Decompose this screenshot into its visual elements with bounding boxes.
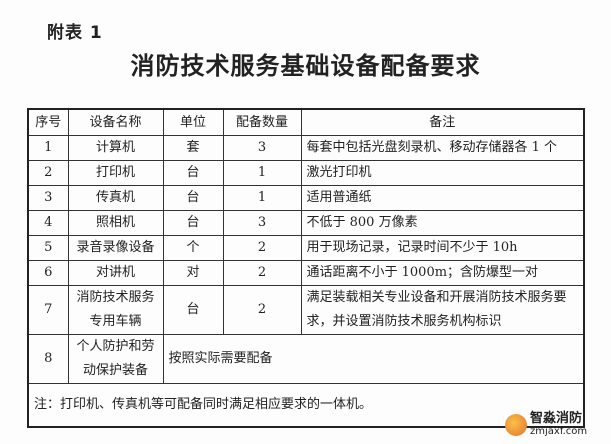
cell-qty: 2 — [222, 235, 302, 261]
table-row: 5 录音录像设备 个 2 用于现场记录，记录时间不少于 10h — [27, 235, 585, 261]
table-row: 8 个人防护和劳动保护装备 按照实际需要配备 — [27, 334, 585, 384]
cell-qty: 2 — [222, 285, 302, 335]
cell-qty: 3 — [222, 210, 302, 236]
cell-name: 计算机 — [67, 135, 164, 161]
equipment-table: 序号 设备名称 单位 配备数量 备注 1 计算机 套 3 每套中包括光盘刻录机、… — [27, 108, 585, 428]
cell-unit: 个 — [162, 235, 224, 261]
cell-qty: 3 — [222, 135, 302, 161]
table-note: 注：打印机、传真机等可配备同时满足相应要求的一体机。 — [27, 383, 585, 428]
appendix-label: 附表 1 — [47, 23, 103, 43]
header-remark: 备注 — [300, 108, 585, 136]
cell-name: 照相机 — [67, 210, 164, 236]
header-qty: 配备数量 — [222, 108, 302, 136]
table-row: 1 计算机 套 3 每套中包括光盘刻录机、移动存储器各 1 个 — [27, 135, 585, 161]
cell-unit: 台 — [162, 285, 224, 335]
watermark-name: 智淼消防 — [530, 411, 583, 426]
cell-remark: 不低于 800 万像素 — [300, 210, 585, 236]
table-row: 4 照相机 台 3 不低于 800 万像素 — [27, 210, 585, 236]
cell-no: 1 — [27, 135, 69, 161]
cell-name: 个人防护和劳动保护装备 — [67, 334, 164, 384]
header-no: 序号 — [27, 108, 69, 136]
cell-qty: 2 — [222, 260, 302, 286]
table-row: 2 打印机 台 1 激光打印机 — [27, 160, 585, 186]
cell-no: 7 — [27, 285, 69, 335]
table-note-row: 注：打印机、传真机等可配备同时满足相应要求的一体机。 — [27, 383, 585, 428]
cell-name: 消防技术服务专用车辆 — [67, 285, 164, 335]
cell-no: 8 — [27, 334, 69, 384]
table-header-row: 序号 设备名称 单位 配备数量 备注 — [27, 108, 585, 136]
watermark-logo: 智淼消防 zmjaxf.com — [505, 412, 587, 438]
cell-no: 3 — [27, 185, 69, 211]
cell-remark: 用于现场记录，记录时间不少于 10h — [300, 235, 585, 261]
table-row: 7 消防技术服务专用车辆 台 2 满足装载相关专业设备和开展消防技术服务要求，并… — [27, 285, 585, 335]
table-row: 6 对讲机 对 2 通话距离不小于 1000m；含防爆型一对 — [27, 260, 585, 286]
cell-remark: 满足装载相关专业设备和开展消防技术服务要求，并设置消防技术服务机构标识 — [300, 285, 585, 335]
cell-unit: 对 — [162, 260, 224, 286]
header-name: 设备名称 — [67, 108, 164, 136]
cell-unit: 台 — [162, 210, 224, 236]
cell-remark: 按照实际需要配备 — [162, 334, 585, 384]
cell-no: 2 — [27, 160, 69, 186]
page-title: 消防技术服务基础设备配备要求 — [130, 51, 481, 80]
cell-name: 打印机 — [67, 160, 164, 186]
cell-remark: 适用普通纸 — [300, 185, 585, 211]
cell-unit: 台 — [162, 160, 224, 186]
watermark-url: zmjaxf.com — [530, 426, 588, 437]
cell-remark: 激光打印机 — [300, 160, 585, 186]
cell-no: 5 — [27, 235, 69, 261]
cell-no: 4 — [27, 210, 69, 236]
header-unit: 单位 — [162, 108, 224, 136]
cell-name: 对讲机 — [67, 260, 164, 286]
cell-name: 录音录像设备 — [67, 235, 164, 261]
cell-qty: 1 — [222, 160, 302, 186]
cell-unit: 台 — [162, 185, 224, 211]
cell-unit: 套 — [162, 135, 224, 161]
cell-no: 6 — [27, 260, 69, 286]
cell-remark: 每套中包括光盘刻录机、移动存储器各 1 个 — [300, 135, 585, 161]
watermark-logo-icon — [505, 414, 527, 436]
table-row: 3 传真机 台 1 适用普通纸 — [27, 185, 585, 211]
cell-name: 传真机 — [67, 185, 164, 211]
cell-remark: 通话距离不小于 1000m；含防爆型一对 — [300, 260, 585, 286]
cell-qty: 1 — [222, 185, 302, 211]
